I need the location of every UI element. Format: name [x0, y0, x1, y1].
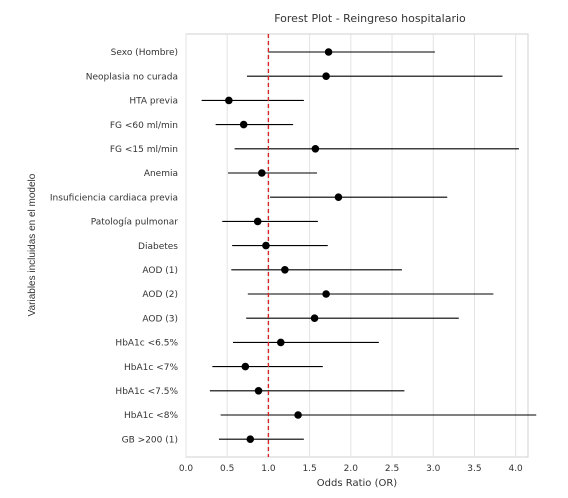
odds-ratio-point — [310, 314, 319, 323]
odds-ratio-point — [254, 387, 263, 395]
x-tick-label: 2.5 — [385, 464, 399, 474]
odds-ratio-point — [334, 193, 343, 201]
x-axis-label: Odds Ratio (OR) — [317, 478, 398, 489]
odds-ratio-point — [246, 435, 255, 444]
x-tick-label: 0.5 — [220, 464, 234, 474]
x-tick-label: 2.0 — [344, 464, 359, 474]
y-tick-label: FG <60 ml/min — [110, 121, 178, 131]
odds-ratio-point — [322, 72, 330, 80]
y-tick-label: FG <15 ml/min — [110, 145, 178, 155]
odds-ratio-point — [239, 120, 248, 129]
y-tick-label: HTA previa — [129, 97, 178, 107]
y-tick-label: Insuficiencia cardiaca previa — [50, 193, 178, 203]
y-tick-label: Anemia — [144, 169, 178, 179]
y-tick-label: AOD (3) — [142, 314, 178, 324]
odds-ratio-point — [253, 217, 262, 226]
y-tick-label: AOD (2) — [142, 290, 178, 300]
grid-lines — [185, 34, 517, 457]
y-tick-labels: Sexo (Hombre) Neoplasia no curada HTA prev… — [50, 48, 179, 445]
odds-ratio-point — [322, 290, 330, 298]
x-tick-labels: 0.0 0.5 1.0 1.5 2.0 2.5 3.0 3.5 4.0 — [179, 464, 523, 474]
odds-ratio-point — [324, 48, 333, 56]
odds-ratio-point — [258, 169, 266, 177]
y-tick-label: Patología pulmonar — [91, 218, 179, 228]
y-tick-label: HbA1c <6.5% — [115, 339, 178, 349]
y-tick-label: HbA1c <7% — [124, 363, 178, 373]
y-axis-label: Variables incluidas en el modelo — [27, 173, 38, 316]
x-tick-label: 1.5 — [302, 464, 316, 474]
y-tick-label: HbA1c <8% — [124, 411, 178, 421]
odds-ratio-point — [241, 362, 250, 371]
chart-title: Forest Plot - Reingreso hospitalario — [274, 12, 466, 25]
odds-ratio-point — [281, 266, 289, 274]
y-tick-label: AOD (1) — [142, 266, 178, 276]
y-tick-label: HbA1c <7.5% — [115, 387, 178, 397]
odds-ratio-point — [276, 338, 285, 347]
x-tick-label: 3.5 — [467, 464, 481, 474]
x-tick-label: 3.0 — [426, 464, 441, 474]
y-tick-label: GB >200 (1) — [122, 435, 178, 445]
y-tick-label: Sexo (Hombre) — [111, 48, 178, 58]
odds-ratio-point — [294, 411, 302, 419]
x-tick-label: 0.0 — [179, 464, 194, 474]
confidence-intervals — [201, 51, 537, 440]
y-tick-label: Neoplasia no curada — [86, 72, 178, 82]
odds-ratio-point — [311, 145, 320, 153]
x-tick-label: 1.0 — [261, 464, 276, 474]
odds-ratio-points — [225, 48, 343, 444]
y-tick-label: Diabetes — [138, 242, 178, 252]
odds-ratio-point — [225, 96, 233, 105]
x-tick-label: 4.0 — [508, 464, 523, 474]
odds-ratio-point — [262, 241, 270, 250]
